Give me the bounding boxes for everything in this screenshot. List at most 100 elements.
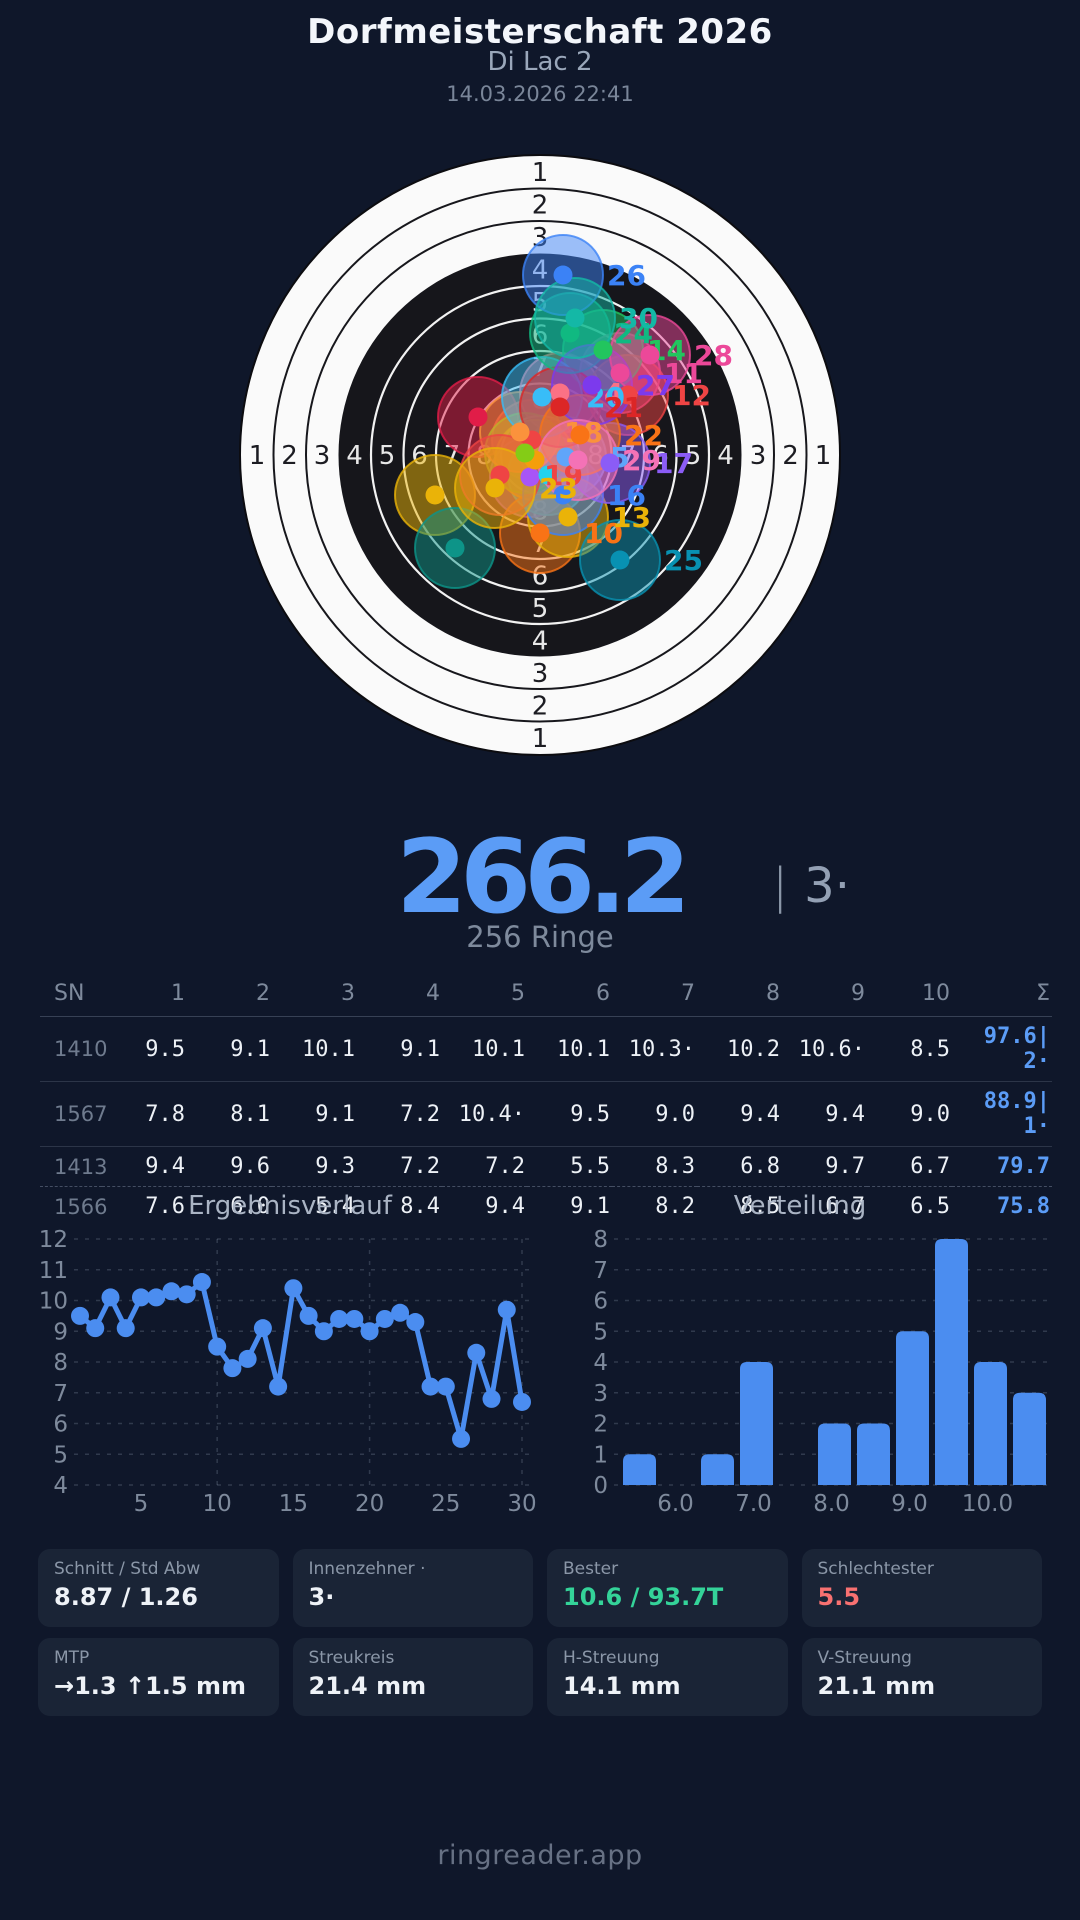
shot-center-22 bbox=[570, 425, 590, 445]
ring-number: 4 bbox=[346, 441, 363, 471]
ring-number: 2 bbox=[532, 692, 549, 722]
histogram-chart: 0 1 2 3 4 5 6 7 8 6.0 7.0 8.0 9.0 10.0 bbox=[593, 1227, 1048, 1517]
histogram-title: Verteilung bbox=[733, 1191, 867, 1221]
session-datetime: 14.03.2026 22:41 bbox=[446, 82, 634, 106]
shot-value: 9.1 bbox=[357, 1016, 442, 1082]
ring-number: 5 bbox=[379, 441, 396, 471]
stat-card: V-Streuung 21.1 mm bbox=[801, 1638, 1042, 1716]
svg-text:7: 7 bbox=[53, 1381, 68, 1407]
column-header: 6 bbox=[527, 975, 612, 1017]
stat-card: Schlechtester 5.5 bbox=[801, 1549, 1042, 1627]
shot-label-4: 4 bbox=[604, 377, 623, 410]
result-point bbox=[345, 1309, 364, 1328]
svg-text:30: 30 bbox=[507, 1491, 536, 1517]
svg-text:5: 5 bbox=[134, 1491, 149, 1517]
svg-text:8: 8 bbox=[593, 1227, 608, 1253]
result-line bbox=[78, 1279, 525, 1442]
stat-value: 3· bbox=[308, 1583, 335, 1611]
shot-value: 9.5 bbox=[527, 1081, 612, 1147]
shot-value: 6.7 bbox=[867, 1146, 952, 1187]
shot-value: 8.5 bbox=[740, 1194, 780, 1219]
histogram-bar bbox=[896, 1331, 929, 1485]
shot-value: 9.6 bbox=[187, 1146, 272, 1187]
result-point bbox=[513, 1392, 531, 1411]
result-point bbox=[253, 1319, 272, 1338]
shot-value: 5.4 bbox=[315, 1194, 355, 1219]
stat-label: Bester bbox=[563, 1559, 619, 1579]
shot-center-8 bbox=[538, 465, 558, 485]
result-point bbox=[238, 1349, 257, 1368]
svg-text:3: 3 bbox=[593, 1381, 608, 1407]
result-point bbox=[162, 1282, 181, 1301]
stat-card: Bester 10.6 / 93.7T bbox=[547, 1549, 788, 1627]
column-header: 4 bbox=[357, 975, 442, 1017]
histogram-panel: 0 1 2 3 4 5 6 7 8 6.0 7.0 8.0 9.0 10.0 Verteilung bbox=[540, 1185, 1060, 1525]
svg-text:25: 25 bbox=[431, 1491, 460, 1517]
svg-text:10: 10 bbox=[39, 1289, 68, 1315]
shot-value: 9.0 bbox=[867, 1081, 952, 1147]
shot-center-16 bbox=[553, 485, 573, 505]
result-point bbox=[269, 1377, 288, 1396]
series-number: 1567 bbox=[40, 1081, 107, 1147]
shot-label-25: 25 bbox=[664, 544, 703, 577]
shot-center-13 bbox=[558, 507, 578, 527]
svg-text:8.0: 8.0 bbox=[813, 1491, 850, 1517]
svg-text:15: 15 bbox=[279, 1491, 308, 1517]
shot-value: 9.5 bbox=[102, 1016, 187, 1082]
shot-center-10 bbox=[530, 523, 550, 543]
stat-value: 14.1 mm bbox=[563, 1672, 681, 1700]
shot-value: 8.4 bbox=[400, 1194, 440, 1219]
shot-value: 7.2 bbox=[357, 1146, 442, 1187]
target-visualization: 1111222233334444555566667777888845101112… bbox=[239, 154, 841, 756]
result-point bbox=[391, 1303, 410, 1322]
stat-label: Schlechtester bbox=[817, 1559, 934, 1579]
series-row-1413: 1413 9.4 9.6 9.3 7.2 7.2 5.5 8.3 6.8 9.7 6.7 79.7 bbox=[40, 1146, 1052, 1187]
shot-center-15 bbox=[515, 443, 535, 463]
app-brand: ringreader.app bbox=[437, 1840, 643, 1871]
histogram-bar bbox=[740, 1362, 773, 1485]
stat-card: Streukreis 21.4 mm bbox=[292, 1638, 533, 1716]
shot-value: 6.5 bbox=[910, 1194, 950, 1219]
stat-value: →1.3 ↑1.5 mm bbox=[54, 1672, 246, 1700]
result-point bbox=[482, 1389, 501, 1408]
shot-center-26 bbox=[553, 265, 573, 285]
svg-text:6: 6 bbox=[53, 1412, 68, 1438]
ring-number: 1 bbox=[815, 441, 832, 471]
result-point bbox=[208, 1337, 227, 1356]
shot-value: 8.3 bbox=[612, 1146, 697, 1187]
series-number: 1410 bbox=[40, 1016, 107, 1082]
result-point bbox=[299, 1306, 318, 1325]
result-point bbox=[314, 1322, 333, 1341]
stat-card: H-Streuung 14.1 mm bbox=[547, 1638, 788, 1716]
result-point bbox=[497, 1300, 516, 1319]
svg-text:0: 0 bbox=[593, 1473, 608, 1499]
histogram-bar bbox=[857, 1423, 890, 1485]
shot-center-28 bbox=[640, 345, 660, 365]
series-sum: 75.8 bbox=[997, 1194, 1050, 1219]
result-point bbox=[375, 1309, 394, 1328]
shot-label-16: 16 bbox=[607, 479, 646, 512]
shot-label-28: 28 bbox=[694, 339, 733, 372]
column-header: 9 bbox=[782, 975, 867, 1017]
shot-value: 7.2 bbox=[442, 1146, 527, 1187]
shot-value: 10.3· bbox=[612, 1016, 697, 1082]
ring-number: 4 bbox=[532, 627, 549, 657]
result-point bbox=[116, 1319, 135, 1338]
shot-center-27 bbox=[582, 375, 602, 395]
column-header: 7 bbox=[612, 975, 697, 1017]
shot-value: 6.7 bbox=[825, 1194, 865, 1219]
shot-value: 9.1 bbox=[272, 1081, 357, 1147]
shot-center-18 bbox=[510, 422, 530, 442]
shot-label-13: 13 bbox=[612, 501, 651, 534]
shot-value: 8.2 bbox=[655, 1194, 695, 1219]
svg-text:5: 5 bbox=[53, 1442, 68, 1468]
shot-value: 7.8 bbox=[102, 1081, 187, 1147]
shot-center-17 bbox=[600, 453, 620, 473]
result-point bbox=[467, 1343, 486, 1362]
shot-label-30: 30 bbox=[619, 302, 658, 335]
svg-text:7: 7 bbox=[593, 1258, 608, 1284]
ring-number: 6 bbox=[652, 441, 669, 471]
ring-number: 3 bbox=[532, 659, 549, 689]
stat-value: 21.4 mm bbox=[308, 1672, 427, 1700]
result-point bbox=[101, 1288, 120, 1307]
